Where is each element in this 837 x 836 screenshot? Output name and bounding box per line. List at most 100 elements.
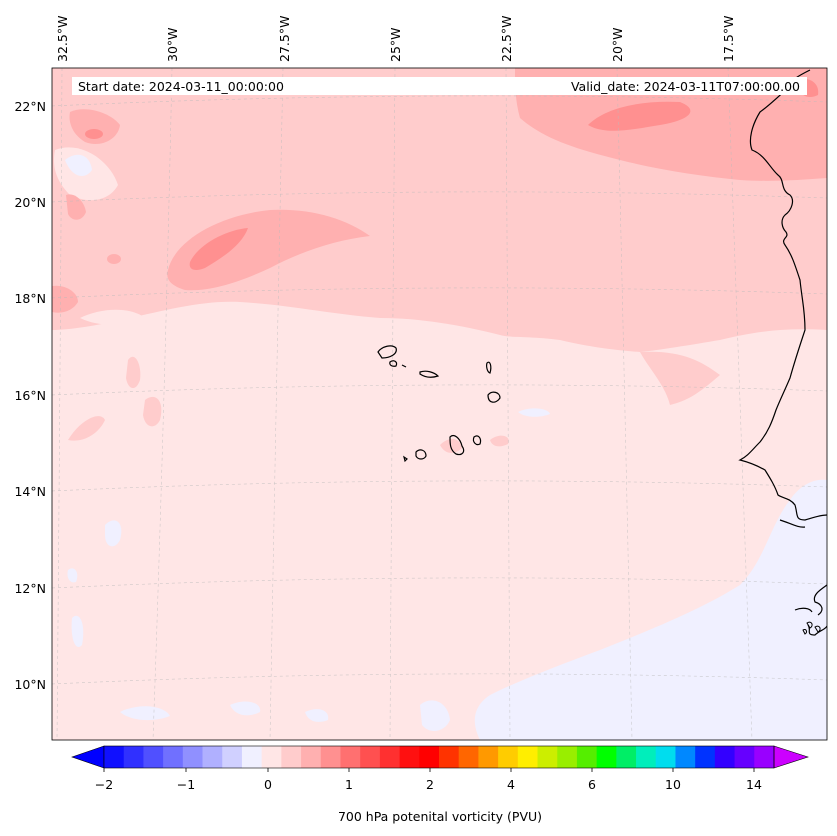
lat-label: 10°N <box>14 677 46 692</box>
island-boa-vista <box>487 391 501 403</box>
colorbar-tick-label: −1 <box>177 777 195 792</box>
colorbar-tick-label: −2 <box>95 777 113 792</box>
colorbar-cell <box>675 746 696 768</box>
pv-contour-medium <box>107 254 121 264</box>
colorbar-cell <box>498 746 519 768</box>
gridlines <box>52 68 827 740</box>
island-brava <box>403 455 408 463</box>
colorbar-cell <box>360 746 381 768</box>
pv-contour-negative <box>71 615 84 647</box>
pv-contour-negative <box>65 154 92 176</box>
colorbar-cell <box>143 746 164 768</box>
lat-label: 12°N <box>14 581 46 596</box>
pv-contour-light <box>640 351 720 405</box>
colorbar-cell <box>596 746 617 768</box>
meridian-line <box>616 68 633 740</box>
colorbar-cell <box>478 746 499 768</box>
colorbar-tick-label: 10 <box>665 777 681 792</box>
map-area <box>52 68 827 740</box>
colorbar-cell <box>261 746 282 768</box>
colorbar-cell <box>104 746 125 768</box>
colorbar-tick-label: 0 <box>264 777 272 792</box>
colorbar-cell <box>714 746 735 768</box>
colorbar-cell <box>241 746 263 768</box>
pv-contour-medium <box>52 285 78 313</box>
colorbar: −2 −1 0 1 2 4 6 10 14 700 hPa potenital … <box>71 745 809 824</box>
pv-contour-strong <box>189 228 248 270</box>
colorbar-cell <box>399 746 420 768</box>
colorbar-cell <box>537 746 558 768</box>
island <box>806 621 813 629</box>
colorbar-cells <box>104 746 775 768</box>
colorbar-cell <box>340 746 361 768</box>
parallel-line <box>52 673 827 685</box>
island-sal <box>486 361 492 374</box>
colorbar-cell <box>557 746 578 768</box>
lat-label: 22°N <box>14 99 46 114</box>
colorbar-over-arrow <box>773 745 809 769</box>
island-sao-nicolau <box>419 370 440 378</box>
colorbar-cell <box>576 746 598 768</box>
pv-contour-medium <box>69 109 120 145</box>
parallel-line <box>52 95 827 107</box>
colorbar-tick-labels: −2 −1 0 1 2 4 6 10 14 <box>95 777 762 792</box>
date-banner <box>72 77 807 95</box>
parallel-line <box>52 191 827 203</box>
colorbar-cell <box>439 746 460 768</box>
colorbar-cell <box>734 746 755 768</box>
lon-label: 22.5°W <box>499 16 514 62</box>
lon-label: 25°W <box>388 27 403 62</box>
island-fogo <box>415 449 427 460</box>
colorbar-tick-label: 6 <box>588 777 596 792</box>
cape-verde-islands <box>377 345 501 463</box>
colorbar-under-arrow <box>71 745 105 769</box>
colorbar-cell <box>222 746 243 768</box>
island <box>802 629 807 635</box>
pv-contour-medium <box>66 194 86 220</box>
pv-contour-light <box>68 416 105 441</box>
island-santo-antao <box>377 345 397 359</box>
longitude-labels: 32.5°W 30°W 27.5°W 25°W 22.5°W 20°W 17.5… <box>55 16 736 62</box>
lat-label: 20°N <box>14 195 46 210</box>
colorbar-tick-label: 2 <box>426 777 434 792</box>
coastline-africa <box>807 624 827 636</box>
lon-label: 17.5°W <box>721 16 736 62</box>
meridian-line <box>152 68 173 740</box>
island-maio <box>472 435 482 446</box>
parallel-line <box>52 287 827 299</box>
colorbar-title: 700 hPa potenital vorticity (PVU) <box>338 809 542 824</box>
lat-label: 18°N <box>14 291 46 306</box>
pv-contour-background <box>80 309 145 325</box>
colorbar-frame <box>103 745 775 769</box>
map-frame <box>51 67 828 741</box>
colorbar-tick-label: 4 <box>507 777 515 792</box>
colorbar-cell <box>301 746 322 768</box>
pv-contour-strong <box>85 129 103 139</box>
pv-contour-negative <box>474 479 827 740</box>
colorbar-cell <box>616 746 637 768</box>
start-date-label: Start date: 2024-03-11_00:00:00 <box>78 79 284 94</box>
colorbar-ticks <box>103 768 755 772</box>
coastline-africa <box>738 69 827 521</box>
pv-contour-negative <box>230 701 261 716</box>
meridian-line <box>389 68 396 740</box>
colorbar-cell <box>320 746 341 768</box>
colorbar-cell <box>202 746 223 768</box>
colorbar-cell <box>458 746 479 768</box>
lon-label: 20°W <box>610 27 625 62</box>
pv-contour-negative <box>105 520 122 547</box>
colorbar-cell <box>123 746 144 768</box>
colorbar-cell <box>636 746 657 768</box>
island <box>814 625 821 633</box>
pv-contour-negative <box>518 408 550 417</box>
meridian-line <box>269 68 284 740</box>
colorbar-cell <box>695 746 716 768</box>
island-santiago <box>449 435 465 456</box>
meridian-line <box>56 68 63 740</box>
parallel-line <box>52 577 827 589</box>
lon-label: 32.5°W <box>55 16 70 62</box>
pv-contour-light <box>490 435 509 447</box>
pv-contour-strong <box>588 101 691 131</box>
colorbar-cell <box>517 746 538 768</box>
island-santa-luzia <box>401 364 407 368</box>
